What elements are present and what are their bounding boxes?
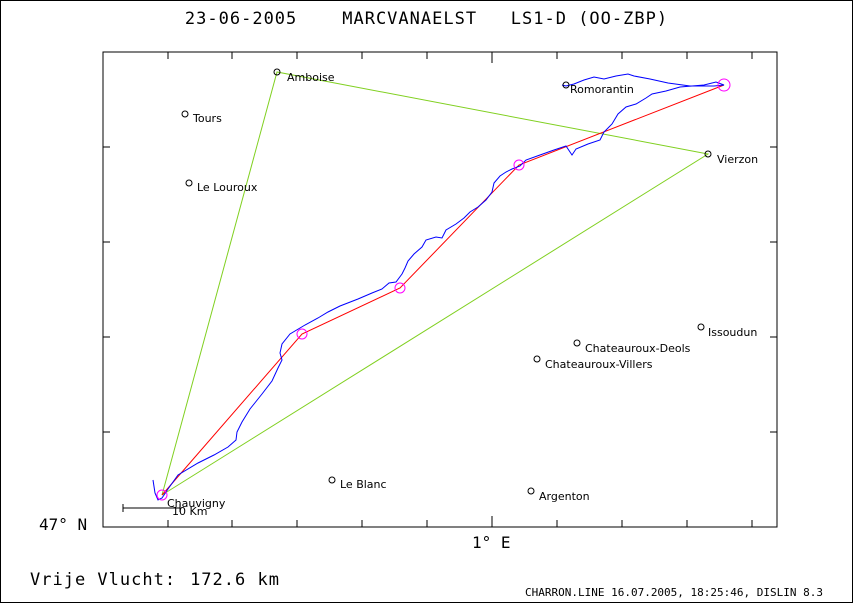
vierzon-label: Vierzon	[717, 153, 758, 166]
tours-label: Tours	[192, 112, 222, 125]
chateauroux-deols-marker	[573, 339, 581, 347]
chateauroux-deols-label: Chateauroux-Deols	[585, 342, 691, 355]
amboise-label: Amboise	[287, 71, 335, 84]
distance-value: 172.6 km	[190, 570, 280, 590]
file-meta: CHARRON.LINE 16.07.2005, 18:25:46, DISLI…	[524, 586, 823, 599]
marker-1	[296, 328, 308, 340]
tours-marker	[181, 110, 189, 118]
pilot-name: MARCVANAELST	[342, 9, 478, 29]
marker-2	[394, 282, 406, 294]
marker-start	[156, 489, 168, 501]
plot-border	[102, 51, 778, 528]
marker-4	[717, 78, 731, 92]
chateauroux-villers-label: Chateauroux-Villers	[545, 358, 653, 371]
flight-date: 23-06-2005	[184, 9, 298, 29]
romorantin-marker	[562, 81, 570, 89]
town-markers	[181, 68, 712, 495]
argenton-marker	[527, 487, 535, 495]
romorantin-label: Romorantin	[570, 83, 634, 96]
task-triangle	[161, 71, 710, 496]
amboise-marker	[273, 68, 281, 76]
longitude-label: 1° E	[472, 533, 511, 552]
issoudun-marker	[697, 323, 705, 331]
le-louroux-marker	[185, 179, 193, 187]
vierzon-marker	[704, 150, 712, 158]
axis-ticks	[103, 52, 777, 527]
page-title: 23-06-2005 MARCVANAELST LS1-D (OO-ZBP)	[0, 9, 853, 29]
distance-label: Vrije Vlucht:	[30, 570, 177, 590]
scale-bar	[122, 504, 181, 512]
le-blanc-marker	[328, 476, 336, 484]
chateauroux-villers-marker	[533, 355, 541, 363]
glider-id: LS1-D (OO-ZBP)	[510, 9, 669, 29]
distance-summary: Vrije Vlucht: 172.6 km	[30, 570, 280, 590]
argenton-label: Argenton	[539, 490, 590, 503]
scale-bar-label: 10 Km	[172, 505, 207, 518]
turn-markers	[156, 78, 731, 501]
latitude-label: 47° N	[39, 515, 88, 534]
marker-3	[513, 159, 525, 171]
issoudun-label: Issoudun	[708, 326, 757, 339]
optimized-route	[161, 84, 725, 496]
chauvigny-label: Chauvigny	[167, 497, 226, 510]
le-louroux-label: Le Louroux	[197, 181, 258, 194]
gps-track	[152, 73, 725, 501]
le-blanc-label: Le Blanc	[340, 478, 387, 491]
